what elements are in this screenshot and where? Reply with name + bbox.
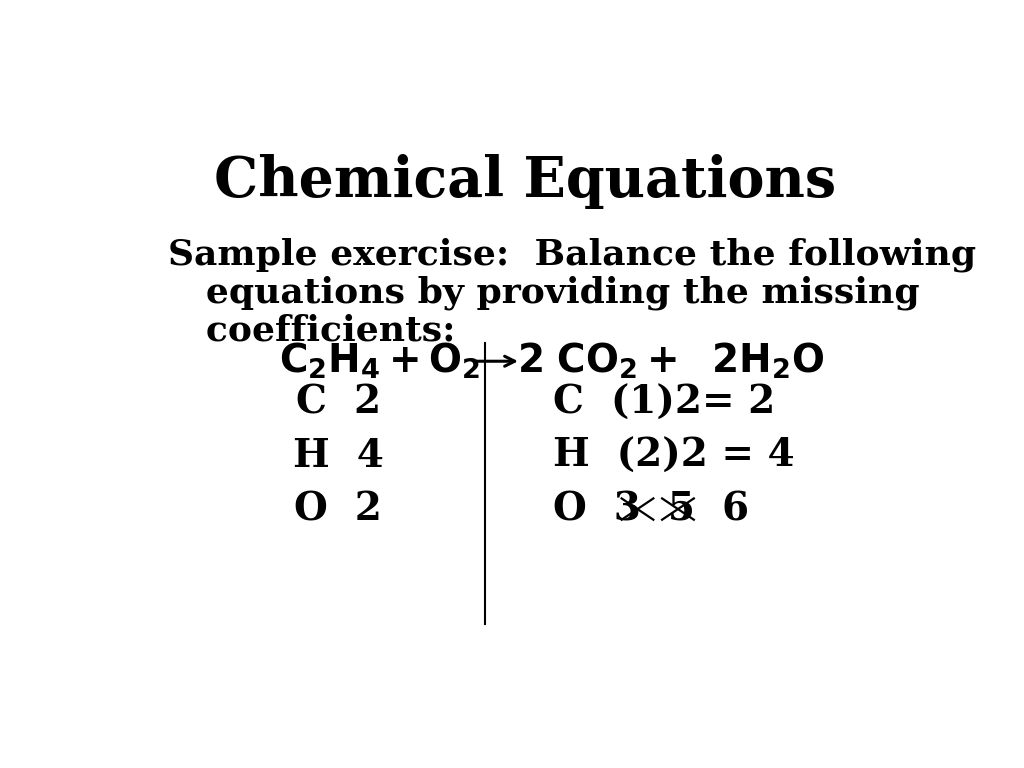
Text: equations by providing the missing: equations by providing the missing	[168, 276, 920, 310]
Text: O  3  5  6: O 3 5 6	[553, 490, 749, 528]
Text: H  4: H 4	[293, 437, 384, 475]
Text: O  2: O 2	[294, 490, 382, 528]
Text: C  2: C 2	[296, 384, 381, 422]
Text: H  (2)2 = 4: H (2)2 = 4	[553, 437, 795, 475]
Text: $\mathbf{C_2H_4 + O_2}$: $\mathbf{C_2H_4 + O_2}$	[279, 341, 480, 382]
Text: $\mathbf{2\ CO_2 +\ \ 2H_2O}$: $\mathbf{2\ CO_2 +\ \ 2H_2O}$	[517, 341, 824, 382]
Text: Chemical Equations: Chemical Equations	[214, 154, 836, 209]
Text: C  (1)2= 2: C (1)2= 2	[553, 384, 775, 422]
Text: coefficients:: coefficients:	[168, 314, 456, 348]
Text: Sample exercise:  Balance the following: Sample exercise: Balance the following	[168, 237, 976, 272]
